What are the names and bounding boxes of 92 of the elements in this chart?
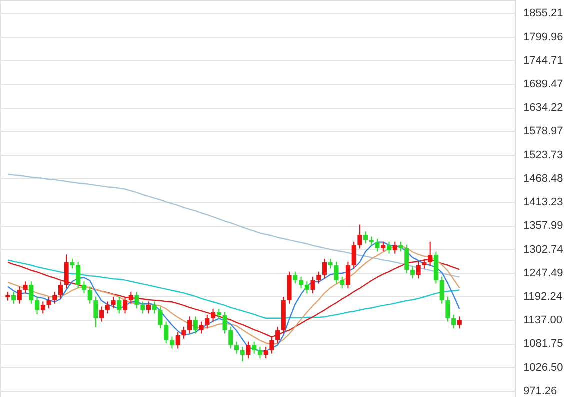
candlestick [82, 281, 86, 294]
candlestick [23, 281, 28, 294]
candlestick [310, 276, 316, 294]
candlestick [134, 291, 140, 310]
y-tick-label: 1192.24 [524, 290, 562, 303]
candlestick [158, 306, 163, 330]
candlestick [428, 241, 433, 266]
candlestick [128, 291, 134, 304]
candlestick [352, 241, 356, 270]
candlestick [117, 296, 122, 314]
y-tick-label: 1744.71 [524, 54, 564, 67]
candlestick [258, 346, 262, 360]
candlestick [64, 254, 69, 289]
candlestick [58, 281, 63, 300]
candlestick [304, 281, 310, 294]
candlestick [252, 341, 257, 354]
y-tick-label: 1523.73 [524, 149, 564, 162]
candlestick [270, 336, 274, 354]
candlestick [17, 286, 22, 304]
candlestick [216, 308, 222, 320]
candlestick [170, 336, 174, 350]
candlestick [199, 321, 204, 334]
candlestick [100, 306, 104, 322]
candlestick [211, 308, 216, 322]
candlestick [123, 296, 128, 314]
y-tick-label: 1799.96 [524, 31, 564, 44]
candlestick [422, 258, 427, 270]
candlestick [193, 316, 198, 334]
candlestick [164, 321, 169, 344]
candlestick [346, 261, 350, 289]
candlestick [381, 241, 386, 252]
candlestick [299, 276, 304, 289]
y-tick-label: 1357.99 [524, 220, 564, 232]
candlestick [392, 241, 398, 254]
candlestick [140, 301, 146, 314]
candlestick [452, 314, 456, 330]
y-tick-label: 1468.48 [524, 172, 564, 185]
candlestick [12, 291, 16, 304]
candlestick [264, 346, 268, 360]
candlestick [188, 316, 192, 334]
candlestick [76, 261, 81, 289]
candlestick [293, 271, 298, 284]
y-tick-label: 1081.75 [524, 338, 564, 350]
candlestick [340, 276, 345, 289]
candlestick [105, 301, 110, 314]
y-tick-label: 1855.21 [524, 8, 564, 20]
candlestick [35, 296, 40, 316]
candlestick [404, 244, 410, 274]
candlestick [246, 341, 251, 360]
candlestick [94, 296, 98, 328]
candlestick [398, 241, 404, 252]
y-tick-label: 1578.97 [524, 126, 564, 138]
y-tick-label: 1634.22 [524, 102, 564, 114]
candlestick [40, 301, 46, 314]
candlestick [152, 301, 157, 314]
y-tick-label: 1413.23 [524, 196, 564, 209]
candlestick [276, 326, 280, 344]
candlestick [182, 326, 186, 340]
candlestick [88, 286, 92, 304]
candlestick [387, 241, 392, 254]
candlestick [316, 271, 322, 284]
candlestick [358, 224, 362, 250]
line-series [7, 174, 460, 278]
candlestick [222, 311, 228, 334]
y-tick-label: 1026.50 [524, 362, 564, 374]
candlestick [52, 291, 58, 304]
candlestick [176, 332, 180, 350]
candlestick [364, 231, 368, 244]
candlestick [446, 296, 450, 322]
y-tick-label: 1247.49 [524, 267, 564, 280]
candlestick [240, 346, 245, 362]
line-series [7, 260, 460, 319]
candlestick [457, 316, 462, 330]
candlestick [410, 266, 415, 280]
y-tick-label: 1689.47 [524, 78, 564, 90]
candlestick [322, 258, 327, 280]
candlestick [205, 314, 210, 330]
candlestick [228, 326, 234, 350]
candlestick [334, 261, 339, 284]
candlestick [29, 281, 34, 304]
candlestick [440, 276, 444, 304]
candlestick [328, 258, 333, 270]
candlestick [416, 261, 421, 280]
y-tick-label: 1137.00 [524, 314, 562, 327]
candlestick [70, 258, 75, 270]
candlestick [234, 341, 239, 354]
candlestick [146, 301, 151, 314]
candlestick [375, 238, 380, 252]
candlestick [111, 296, 116, 310]
y-tick-label: 971.26 [524, 385, 558, 397]
candlestick [46, 296, 52, 310]
y-tick-label: 1302.74 [524, 244, 564, 256]
